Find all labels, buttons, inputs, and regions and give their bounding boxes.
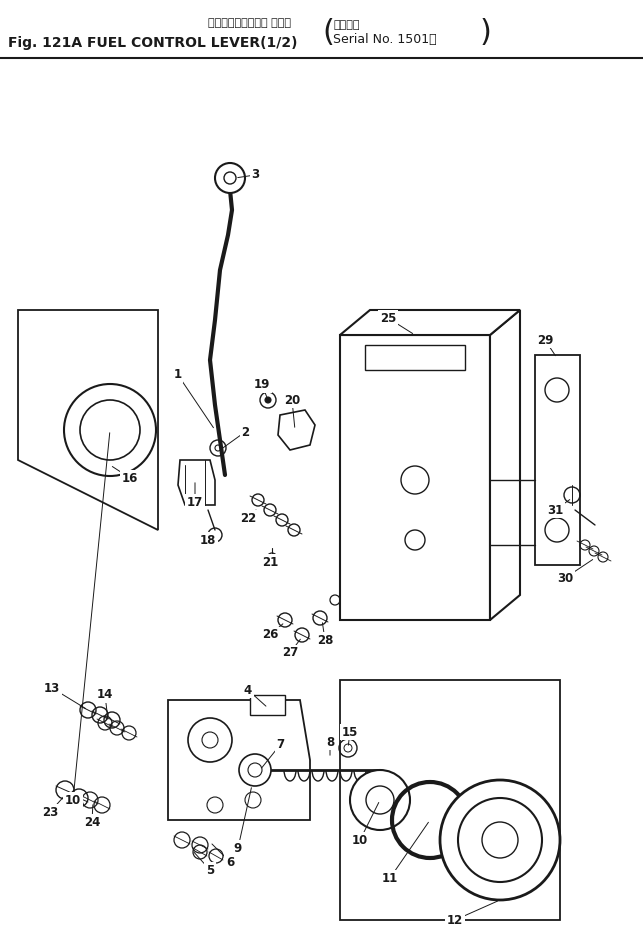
Circle shape bbox=[188, 718, 232, 762]
Text: 5: 5 bbox=[206, 864, 214, 876]
Text: (: ( bbox=[322, 18, 334, 47]
Circle shape bbox=[265, 397, 271, 403]
Text: 20: 20 bbox=[284, 393, 300, 406]
Circle shape bbox=[366, 786, 394, 814]
Text: 28: 28 bbox=[317, 633, 333, 646]
Text: 10: 10 bbox=[65, 794, 81, 806]
Text: 21: 21 bbox=[262, 556, 278, 569]
Polygon shape bbox=[535, 355, 580, 565]
Circle shape bbox=[545, 518, 569, 542]
Bar bbox=[365, 345, 465, 370]
Text: 13: 13 bbox=[44, 682, 60, 695]
Circle shape bbox=[350, 770, 410, 830]
Polygon shape bbox=[340, 310, 520, 335]
Text: 9: 9 bbox=[234, 842, 242, 855]
Text: 8: 8 bbox=[326, 735, 334, 748]
Text: 2: 2 bbox=[241, 426, 249, 438]
Text: フェルコントロール レバー: フェルコントロール レバー bbox=[208, 18, 291, 28]
Text: Fig. 121A FUEL CONTROL LEVER(1/2): Fig. 121A FUEL CONTROL LEVER(1/2) bbox=[8, 36, 298, 50]
Circle shape bbox=[458, 798, 542, 882]
Text: 7: 7 bbox=[276, 739, 284, 752]
Text: 10: 10 bbox=[352, 833, 368, 846]
Text: 18: 18 bbox=[200, 533, 216, 546]
Text: Serial No. 1501～: Serial No. 1501～ bbox=[333, 33, 437, 46]
Text: 27: 27 bbox=[282, 646, 298, 659]
Polygon shape bbox=[340, 335, 490, 620]
Text: 17: 17 bbox=[187, 496, 203, 508]
Text: 適用号機: 適用号機 bbox=[333, 20, 359, 30]
Text: ): ) bbox=[480, 18, 492, 47]
Circle shape bbox=[405, 530, 425, 550]
Circle shape bbox=[207, 797, 223, 813]
Text: 19: 19 bbox=[254, 378, 270, 391]
Text: 31: 31 bbox=[547, 503, 563, 517]
Polygon shape bbox=[250, 695, 285, 715]
Circle shape bbox=[482, 822, 518, 858]
Circle shape bbox=[245, 792, 261, 808]
Text: 1: 1 bbox=[174, 369, 182, 381]
Text: 30: 30 bbox=[557, 572, 573, 585]
Text: 22: 22 bbox=[240, 512, 256, 525]
Polygon shape bbox=[168, 700, 310, 820]
Circle shape bbox=[401, 466, 429, 494]
Text: 16: 16 bbox=[122, 472, 138, 485]
Text: 12: 12 bbox=[447, 913, 463, 927]
Text: 6: 6 bbox=[226, 856, 234, 869]
Text: 14: 14 bbox=[97, 688, 113, 701]
Text: 29: 29 bbox=[537, 333, 553, 347]
Polygon shape bbox=[490, 310, 520, 620]
Circle shape bbox=[440, 780, 560, 900]
Circle shape bbox=[545, 378, 569, 402]
Circle shape bbox=[248, 763, 262, 777]
Text: 3: 3 bbox=[251, 168, 259, 181]
Text: 15: 15 bbox=[342, 726, 358, 739]
Text: 4: 4 bbox=[244, 684, 252, 697]
Circle shape bbox=[239, 754, 271, 786]
Text: 11: 11 bbox=[382, 871, 398, 884]
Text: 23: 23 bbox=[42, 805, 58, 818]
Text: 26: 26 bbox=[262, 629, 278, 642]
Circle shape bbox=[215, 163, 245, 193]
Text: 24: 24 bbox=[84, 815, 100, 828]
Text: 25: 25 bbox=[380, 312, 396, 324]
Circle shape bbox=[202, 732, 218, 748]
